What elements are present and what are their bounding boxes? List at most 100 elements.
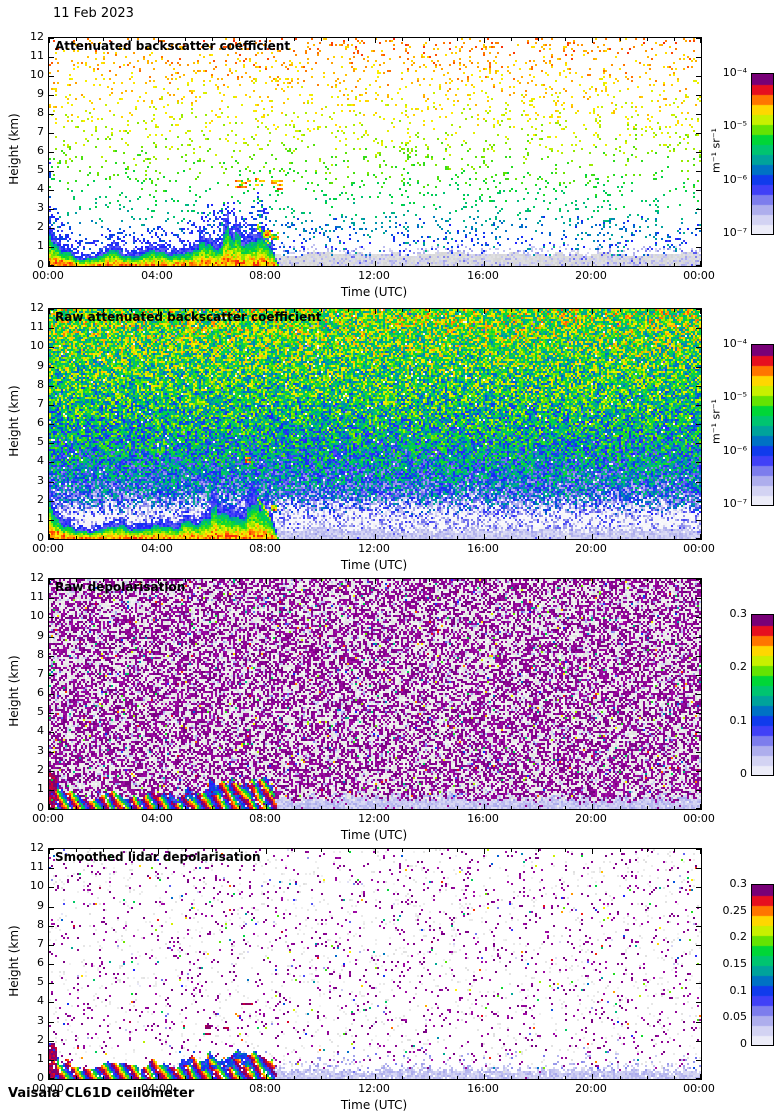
colorbar-tick-label: 10⁻⁴: [722, 337, 747, 350]
x-tick-mark: [348, 309, 349, 312]
x-tick-mark: [565, 263, 566, 266]
x-tick-mark: [538, 579, 539, 582]
y-tick-mark: [49, 694, 54, 695]
colorbar-tick-label: 0.05: [722, 1010, 748, 1024]
x-tick-mark: [294, 309, 295, 312]
x-tick-label: 04:00: [141, 812, 173, 825]
colorbar-unit-label: m⁻¹ sr⁻¹: [709, 399, 723, 444]
colorbar-tick-label: 0: [740, 767, 747, 780]
y-tick-mark: [49, 462, 54, 463]
y-tick-label: 0: [37, 531, 44, 544]
x-tick-mark: [565, 1076, 566, 1079]
y-tick-label: 1: [37, 782, 44, 795]
y-tick-label: 10: [30, 609, 44, 622]
x-tick-mark: [103, 536, 104, 539]
plot-area: [48, 37, 702, 267]
y-tick-mark: [696, 424, 701, 425]
x-tick-mark: [647, 263, 648, 266]
x-tick-mark: [266, 261, 267, 266]
x-tick-label: 04:00: [141, 1082, 173, 1095]
y-tick-mark: [49, 1022, 54, 1023]
y-tick-mark: [49, 945, 54, 946]
x-tick-mark: [402, 38, 403, 41]
x-tick-mark: [76, 849, 77, 852]
x-tick-label: 12:00: [358, 812, 390, 825]
x-tick-mark: [375, 309, 376, 314]
x-tick-mark: [158, 579, 159, 584]
x-tick-mark: [511, 263, 512, 266]
x-tick-mark: [565, 38, 566, 41]
y-tick-label: 12: [30, 301, 44, 314]
x-tick-mark: [592, 849, 593, 854]
x-tick-mark: [565, 849, 566, 852]
x-tick-mark: [294, 849, 295, 852]
y-tick-label: 3: [37, 1014, 44, 1027]
x-tick-mark: [239, 849, 240, 852]
x-tick-mark: [76, 536, 77, 539]
x-tick-mark: [212, 38, 213, 41]
y-tick-mark: [49, 771, 54, 772]
x-tick-mark: [402, 806, 403, 809]
x-tick-mark: [321, 309, 322, 312]
x-tick-mark: [131, 38, 132, 41]
y-tick-label: 6: [37, 416, 44, 429]
x-tick-mark: [348, 536, 349, 539]
x-tick-label: 00:00: [32, 269, 64, 282]
x-tick-mark: [158, 804, 159, 809]
y-tick-mark: [49, 637, 54, 638]
y-tick-mark: [696, 405, 701, 406]
x-tick-mark: [375, 38, 376, 43]
x-tick-mark: [375, 261, 376, 266]
x-tick-mark: [266, 38, 267, 43]
y-tick-mark: [696, 926, 701, 927]
x-tick-mark: [538, 263, 539, 266]
x-tick-mark: [239, 806, 240, 809]
y-tick-mark: [696, 1002, 701, 1003]
colorbar-tick-label: 0.3: [729, 607, 748, 620]
x-tick-mark: [402, 536, 403, 539]
colorbar: [751, 614, 774, 776]
y-tick-mark: [696, 579, 701, 580]
panel-title: Raw attenuated backscatter coefficient: [55, 310, 322, 324]
x-tick-mark: [511, 806, 512, 809]
date-label: 11 Feb 2023: [53, 6, 134, 21]
x-tick-mark: [76, 579, 77, 582]
y-tick-mark: [49, 887, 54, 888]
x-tick-mark: [484, 1074, 485, 1079]
x-tick-label: 00:00: [32, 542, 64, 555]
y-tick-label: 10: [30, 68, 44, 81]
x-tick-mark: [103, 579, 104, 582]
colorbar-tick-label: 10⁻⁶: [722, 443, 747, 457]
y-tick-label: 6: [37, 956, 44, 969]
x-tick-label: 16:00: [467, 812, 499, 825]
y-tick-mark: [49, 424, 54, 425]
y-tick-mark: [49, 247, 54, 248]
y-tick-label: 9: [37, 359, 44, 372]
x-tick-mark: [620, 536, 621, 539]
y-tick-mark: [696, 228, 701, 229]
x-tick-label: 00:00: [683, 269, 715, 282]
x-tick-mark: [266, 849, 267, 854]
colorbar-tick-label: 0.1: [729, 983, 748, 997]
y-tick-mark: [696, 133, 701, 134]
x-tick-mark: [647, 849, 648, 852]
x-tick-mark: [674, 1076, 675, 1079]
x-tick-mark: [212, 1076, 213, 1079]
y-tick-mark: [696, 209, 701, 210]
y-tick-mark: [696, 868, 701, 869]
y-tick-label: 3: [37, 744, 44, 757]
y-tick-mark: [696, 713, 701, 714]
x-tick-mark: [103, 263, 104, 266]
x-tick-mark: [620, 263, 621, 266]
x-tick-label: 16:00: [467, 269, 499, 282]
x-tick-mark: [294, 263, 295, 266]
y-tick-mark: [49, 228, 54, 229]
y-tick-mark: [49, 171, 54, 172]
y-tick-mark: [49, 190, 54, 191]
x-tick-mark: [647, 579, 648, 582]
y-tick-mark: [49, 95, 54, 96]
x-tick-mark: [429, 536, 430, 539]
x-tick-mark: [620, 309, 621, 312]
x-tick-mark: [674, 309, 675, 312]
